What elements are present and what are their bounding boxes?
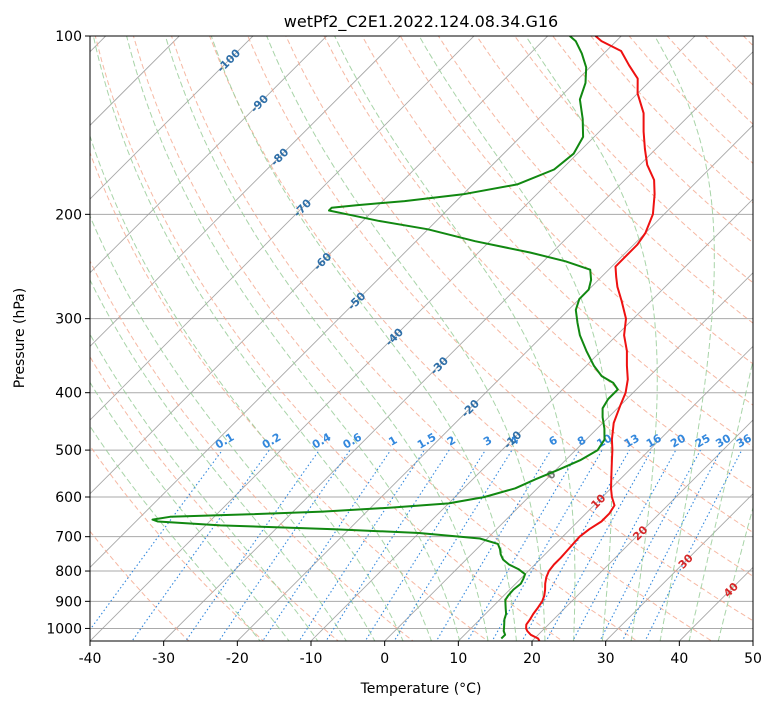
moist-adiabat-line — [90, 425, 261, 641]
y-tick-label: 900 — [55, 594, 82, 610]
isotherm-line — [90, 36, 475, 421]
dry-adiabat-line — [90, 259, 414, 641]
moist-adiabat-line — [90, 214, 376, 641]
mixing-ratio-line — [298, 449, 425, 641]
y-tick-label: 300 — [55, 312, 82, 328]
moist-adiabat-line — [92, 36, 432, 641]
y-tick-label: 800 — [55, 564, 82, 580]
mixing-ratio-line — [131, 449, 270, 641]
x-tick-label: -30 — [152, 651, 175, 667]
mixing-ratio-line — [545, 449, 653, 641]
dry-adiabat-line — [361, 36, 753, 448]
moist-adiabat-line — [266, 36, 546, 641]
x-axis-title: Temperature (°C) — [360, 681, 482, 697]
mixing-ratio-label: 36 — [734, 431, 754, 450]
y-tick-label: 400 — [55, 386, 82, 402]
mixing-ratio-line — [435, 449, 552, 641]
x-tick-label: 0 — [380, 651, 389, 667]
temperature-profile-line — [525, 36, 656, 641]
y-tick-label: 700 — [55, 530, 82, 546]
x-tick-label: 40 — [670, 651, 688, 667]
dry-adiabat-line — [399, 36, 753, 406]
mixing-ratio-line — [491, 449, 603, 641]
dry-adiabat-line — [514, 36, 753, 284]
y-tick-label: 500 — [55, 443, 82, 459]
moist-adiabat-line — [334, 36, 576, 641]
profile-series — [151, 36, 656, 641]
y-axis-ticks: 100 200 300 400 500 600 700 800 900 1000 — [46, 29, 90, 637]
mixing-ratio-line — [393, 449, 513, 641]
y-tick-label: 600 — [55, 490, 82, 506]
chart-title: wetPf2_C2E1.2022.124.08.34.G16 — [284, 12, 558, 32]
mixing-ratio-line — [599, 449, 701, 641]
dry-adiabat-line — [285, 36, 753, 534]
isotherm-line — [163, 51, 753, 641]
isotherm-line — [90, 36, 549, 495]
pressure-gridlines — [90, 36, 753, 629]
moist-adiabat-line — [126, 36, 461, 641]
moist-adiabat-line — [90, 381, 290, 641]
mixing-ratio-line — [364, 449, 486, 641]
x-tick-label: 10 — [449, 651, 467, 667]
isotherm-line — [384, 272, 753, 641]
x-tick-label: 50 — [744, 651, 762, 667]
y-axis-title: Pressure (hPa) — [12, 288, 28, 388]
isotherm-line — [90, 36, 180, 126]
dewpoint-profile-line — [151, 36, 619, 640]
x-axis-ticks: -40 -30 -20 -10 0 10 20 30 40 50 — [79, 641, 762, 667]
dry-adiabat-line — [94, 36, 564, 641]
dry-adiabat-line — [90, 445, 265, 641]
isotherm-line — [90, 36, 622, 569]
skewed-isotherms — [90, 36, 753, 641]
dry-adiabat-line — [90, 530, 190, 641]
y-tick-label: 1000 — [46, 621, 82, 637]
isotherm-line — [310, 198, 753, 641]
moist-adiabat-line — [90, 134, 404, 641]
mixing-ratio-line — [262, 449, 392, 641]
isotherm-line — [90, 36, 328, 274]
moist-adiabat-line — [90, 333, 319, 641]
x-tick-label: -10 — [300, 651, 323, 667]
dry-adiabats — [90, 36, 753, 641]
y-tick-label: 100 — [55, 29, 82, 45]
isotherm-line — [90, 36, 401, 347]
mixing-ratio-line — [572, 449, 677, 641]
dry-adiabat-line — [170, 36, 713, 641]
x-tick-label: -20 — [226, 651, 249, 667]
moist-adiabat-line — [210, 36, 518, 641]
mixing-ratio-lines — [90, 449, 743, 641]
plot-area: 0.1 0.2 0.4 0.6 1 1.5 2 3 4 6 8 10 13 16 20 25 30 36-100-… — [90, 36, 754, 641]
moist-adiabat-line — [164, 36, 489, 641]
moist-adiabat-line — [654, 36, 715, 641]
y-tick-label: 200 — [55, 207, 82, 223]
moist-adiabat-line — [90, 278, 347, 641]
dry-adiabat-line — [132, 36, 638, 641]
isotherm-line — [90, 36, 254, 200]
isotherm-line — [90, 36, 696, 641]
mixing-ratio-line — [218, 449, 351, 641]
x-tick-label: 30 — [597, 651, 615, 667]
plot-frame — [89, 35, 754, 642]
x-tick-label: -40 — [79, 651, 102, 667]
x-tick-label: 20 — [523, 651, 541, 667]
dry-adiabat-line — [476, 36, 753, 324]
moist-adiabat-line — [525, 36, 658, 641]
isotherm-line — [457, 345, 753, 641]
mixing-ratio-line — [325, 449, 450, 641]
isotherm-line — [236, 124, 753, 641]
isotherm-line — [605, 493, 753, 641]
isotherm-line — [531, 419, 753, 641]
mixing-ratio-line — [466, 449, 580, 641]
